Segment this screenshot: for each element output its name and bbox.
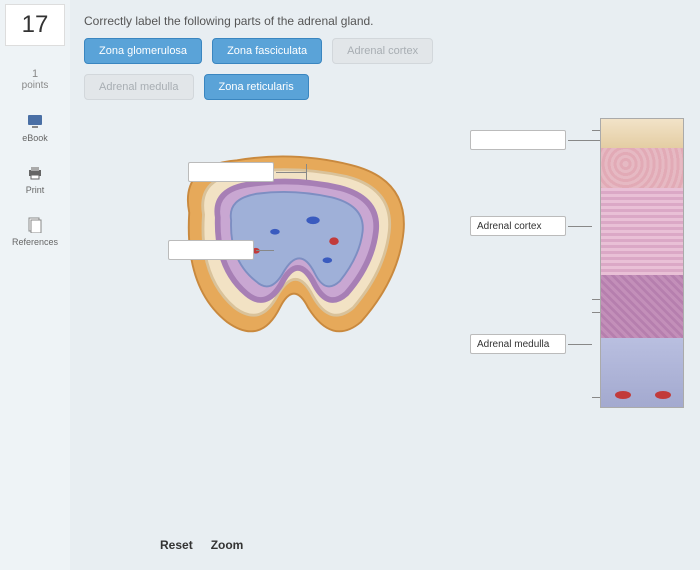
histo-glomerulosa xyxy=(601,148,683,188)
placed-label-medulla[interactable]: Adrenal medulla xyxy=(470,334,566,354)
points-text: points xyxy=(22,80,49,91)
drop-target-histo-top[interactable]: . xyxy=(470,130,566,150)
leader-line xyxy=(256,250,274,251)
references-button[interactable]: References xyxy=(12,217,58,247)
leader-line xyxy=(568,344,592,345)
chip-adrenal-cortex[interactable]: Adrenal cortex xyxy=(332,38,433,64)
points-label: 1 points xyxy=(22,68,49,91)
print-button[interactable]: Print xyxy=(26,165,45,195)
leader-line xyxy=(306,164,307,180)
chip-adrenal-medulla[interactable]: Adrenal medulla xyxy=(84,74,194,100)
chip-zona-fasciculata[interactable]: Zona fasciculata xyxy=(212,38,322,64)
reset-button[interactable]: Reset xyxy=(160,538,193,552)
zoom-button[interactable]: Zoom xyxy=(211,538,244,552)
diagram-canvas: . . . Adrenal cortex Adrenal medulla xyxy=(84,112,690,432)
histo-fasciculata xyxy=(601,188,683,274)
ebook-icon xyxy=(26,113,44,129)
histo-reticularis xyxy=(601,275,683,338)
references-icon xyxy=(26,217,44,233)
histo-medulla xyxy=(601,338,683,407)
sidebar: 17 1 points eBook Print References xyxy=(0,0,70,570)
histology-strip xyxy=(600,118,684,408)
canvas-toolbar: Reset Zoom xyxy=(160,538,243,552)
chip-zona-glomerulosa[interactable]: Zona glomerulosa xyxy=(84,38,202,64)
points-value: 1 xyxy=(22,68,49,80)
drop-target-lower[interactable]: . xyxy=(168,240,254,260)
leader-line xyxy=(568,226,592,227)
references-label: References xyxy=(12,237,58,247)
histo-capsule xyxy=(601,119,683,148)
leader-line xyxy=(276,172,306,173)
label-bank: Zona glomerulosa Zona fasciculata Adrena… xyxy=(84,38,484,100)
chip-zona-reticularis[interactable]: Zona reticularis xyxy=(204,74,309,100)
drop-target-upper[interactable]: . xyxy=(188,162,274,182)
main-area: Correctly label the following parts of t… xyxy=(70,0,700,570)
ebook-button[interactable]: eBook xyxy=(22,113,48,143)
instruction-text: Correctly label the following parts of t… xyxy=(84,14,690,28)
print-label: Print xyxy=(26,185,45,195)
placed-label-cortex[interactable]: Adrenal cortex xyxy=(470,216,566,236)
print-icon xyxy=(26,165,44,181)
ebook-label: eBook xyxy=(22,133,48,143)
question-number: 17 xyxy=(5,4,65,46)
